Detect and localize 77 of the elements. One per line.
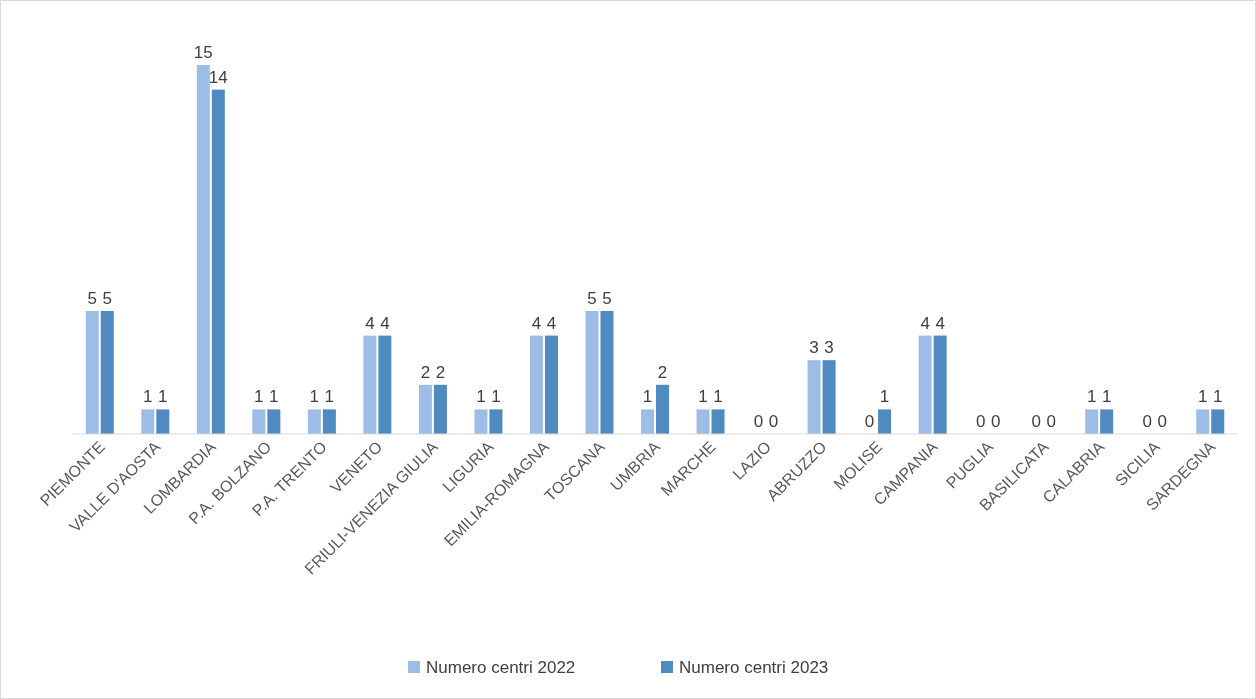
bar — [878, 409, 892, 434]
data-label: 0 — [1157, 412, 1167, 431]
bar — [363, 335, 377, 434]
bar — [933, 335, 947, 434]
data-label: 1 — [1198, 387, 1208, 407]
data-label: 1 — [143, 387, 153, 407]
legend-label: Numero centri 2023 — [679, 658, 829, 677]
bar — [252, 409, 266, 434]
data-label: 1 — [879, 387, 890, 407]
data-label: 2 — [435, 362, 446, 382]
bar — [267, 409, 281, 434]
bar — [378, 335, 392, 434]
data-label: 1 — [698, 387, 708, 407]
bar — [433, 384, 447, 434]
data-label: 0 — [864, 412, 875, 431]
data-label: 2 — [420, 362, 431, 382]
data-label: 5 — [602, 289, 612, 308]
data-label: 4 — [531, 313, 542, 333]
data-label: 0 — [753, 412, 764, 431]
data-label: 1 — [309, 387, 320, 407]
data-label: 4 — [365, 313, 375, 333]
data-label: 1 — [324, 387, 335, 407]
data-label: 1 — [476, 387, 486, 407]
bar — [696, 409, 710, 434]
bar — [196, 65, 210, 434]
data-label: 14 — [208, 67, 228, 87]
data-label: 0 — [1031, 412, 1041, 431]
data-label: 0 — [1046, 412, 1056, 431]
data-label: 0 — [768, 412, 779, 431]
bar — [418, 384, 432, 434]
data-label: 5 — [102, 289, 112, 308]
bar — [656, 384, 669, 434]
data-label: 3 — [824, 338, 834, 358]
data-label: 1 — [1213, 387, 1223, 407]
bar — [322, 409, 336, 434]
bar — [141, 409, 155, 434]
data-label: 4 — [935, 313, 945, 333]
bar — [85, 311, 99, 434]
data-label: 4 — [546, 313, 557, 333]
bar — [1100, 409, 1114, 434]
data-label: 5 — [587, 289, 597, 308]
data-label: 4 — [920, 313, 930, 333]
data-label: 1 — [713, 387, 723, 407]
data-label: 1 — [254, 387, 264, 407]
legend-label: Numero centri 2022 — [426, 658, 576, 677]
bar — [585, 311, 599, 434]
data-label: 1 — [1086, 387, 1097, 407]
data-label: 3 — [809, 338, 819, 358]
data-label: 15 — [193, 43, 213, 62]
bar — [307, 409, 321, 434]
data-label: 0 — [975, 412, 986, 431]
data-label: 1 — [158, 387, 168, 407]
data-label: 5 — [87, 289, 97, 308]
bar — [807, 360, 821, 434]
data-label: 1 — [491, 387, 501, 407]
bar — [1196, 409, 1210, 434]
data-label: 1 — [642, 387, 653, 407]
bar — [489, 409, 503, 434]
bar — [1085, 409, 1099, 434]
bar — [641, 409, 654, 434]
bar — [600, 311, 614, 434]
bar — [529, 335, 543, 434]
bar — [822, 360, 836, 434]
data-label: 1 — [1101, 387, 1112, 407]
bar — [1211, 409, 1225, 434]
data-label: 1 — [269, 387, 279, 407]
bar — [211, 89, 225, 434]
bar — [544, 335, 558, 434]
bar — [156, 409, 170, 434]
bar — [474, 409, 488, 434]
bar — [100, 311, 114, 434]
data-label: 2 — [657, 362, 668, 382]
data-label: 0 — [990, 412, 1001, 431]
data-label: 0 — [1142, 412, 1152, 431]
data-label: 4 — [380, 313, 390, 333]
bar — [711, 409, 725, 434]
bar — [918, 335, 932, 434]
